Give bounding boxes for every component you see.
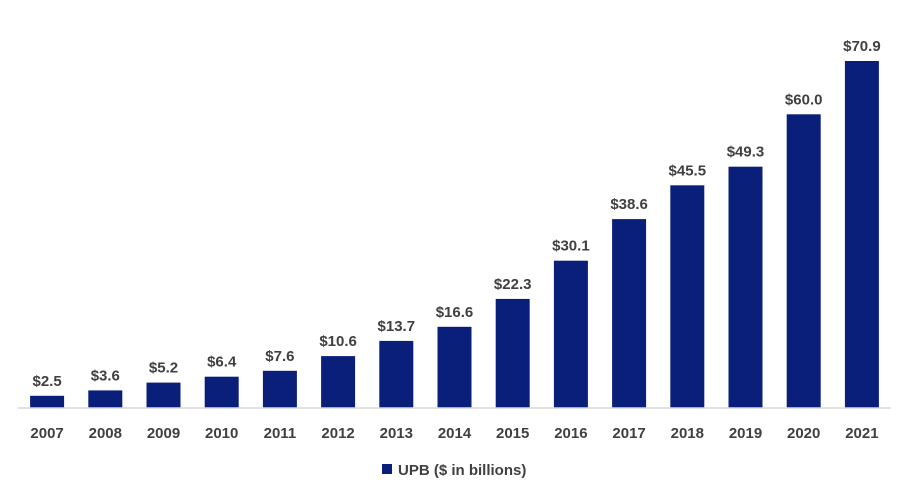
bar-2011 xyxy=(262,370,297,408)
bar-2007 xyxy=(30,395,65,408)
bar-2020 xyxy=(786,114,821,409)
data-label-2019: $49.3 xyxy=(727,144,765,161)
x-tick-label-2012: 2012 xyxy=(321,425,354,442)
data-label-2010: $6.4 xyxy=(207,354,237,371)
bar-2021 xyxy=(844,61,879,408)
data-label-2012: $10.6 xyxy=(319,333,357,350)
data-label-2013: $13.7 xyxy=(378,318,416,335)
x-tick-label-2019: 2019 xyxy=(729,425,762,442)
data-label-2008: $3.6 xyxy=(91,367,120,384)
bar-2010 xyxy=(204,376,239,408)
data-label-2014: $16.6 xyxy=(436,304,474,321)
x-axis-ticks: 2007 2008 2009 2010 2011 2012 2013 2014 2015 2016… xyxy=(30,425,878,442)
x-tick-label-2016: 2016 xyxy=(554,425,587,442)
bar-2008 xyxy=(88,390,123,408)
x-tick-label-2021: 2021 xyxy=(845,425,878,442)
data-label-2015: $22.3 xyxy=(494,276,532,293)
x-tick-label-2020: 2020 xyxy=(787,425,820,442)
bar-2015 xyxy=(495,298,530,408)
x-tick-label-2013: 2013 xyxy=(380,425,413,442)
x-tick-label-2009: 2009 xyxy=(147,425,180,442)
data-label-2009: $5.2 xyxy=(149,360,178,377)
x-tick-label-2014: 2014 xyxy=(438,425,472,442)
data-label-2011: $7.6 xyxy=(265,348,294,365)
x-tick-label-2017: 2017 xyxy=(612,425,645,442)
data-labels: $2.5 $3.6 $5.2 $6.4 $7.6 $10.6 $13.7 $16.6 $22.3… xyxy=(32,38,880,390)
legend-label: UPB ($ in billions) xyxy=(398,462,526,479)
x-tick-label-2008: 2008 xyxy=(89,425,122,442)
legend: UPB ($ in billions) xyxy=(382,462,526,479)
x-tick-label-2010: 2010 xyxy=(205,425,238,442)
data-label-2020: $60.0 xyxy=(785,91,823,108)
x-tick-label-2007: 2007 xyxy=(30,425,63,442)
bar-2019 xyxy=(728,166,763,408)
x-tick-label-2011: 2011 xyxy=(264,425,297,442)
data-label-2016: $30.1 xyxy=(552,238,590,255)
x-tick-label-2018: 2018 xyxy=(671,425,704,442)
bars xyxy=(30,61,879,409)
bar-2017 xyxy=(612,219,647,408)
bar-2012 xyxy=(321,356,356,408)
data-label-2018: $45.5 xyxy=(669,162,707,179)
x-tick-label-2015: 2015 xyxy=(496,425,529,442)
data-label-2007: $2.5 xyxy=(32,373,61,390)
bar-2014 xyxy=(437,326,472,408)
legend-swatch xyxy=(382,464,392,474)
data-label-2021: $70.9 xyxy=(843,38,881,55)
bar-2009 xyxy=(146,382,181,408)
data-label-2017: $38.6 xyxy=(610,196,648,213)
bar-2013 xyxy=(379,340,414,408)
bar-2018 xyxy=(670,185,705,408)
bar-2016 xyxy=(553,260,588,408)
